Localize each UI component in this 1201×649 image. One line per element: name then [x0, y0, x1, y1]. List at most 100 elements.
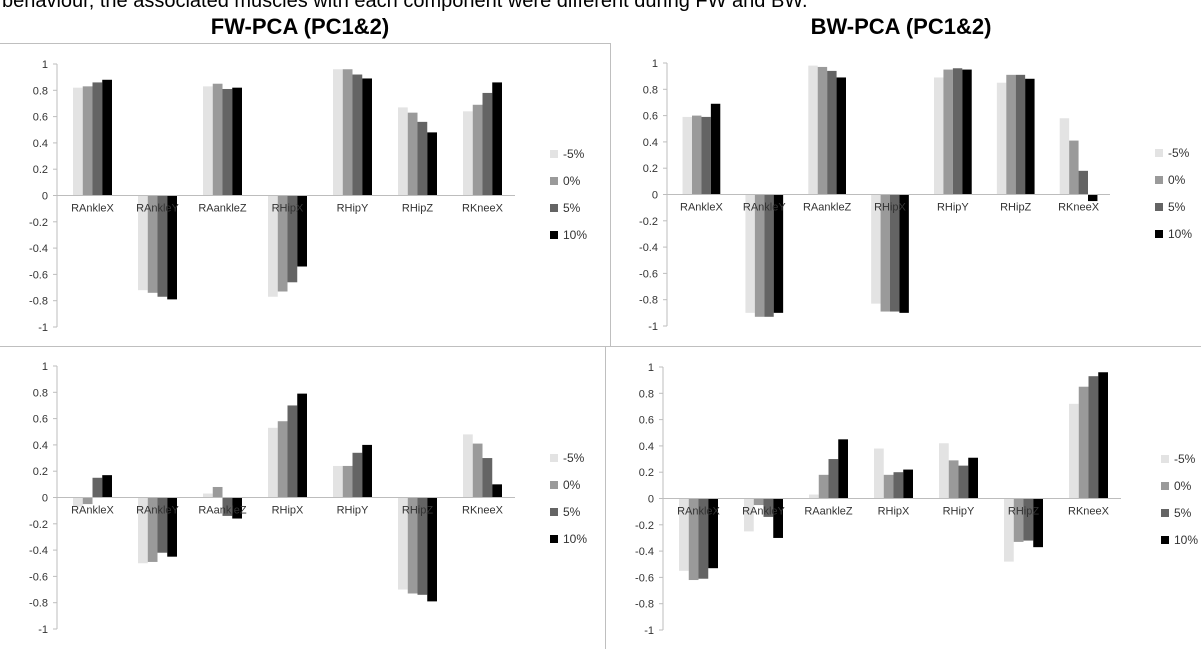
- bar: [899, 194, 909, 313]
- y-tick-label: 1: [652, 58, 658, 70]
- bar: [333, 465, 343, 498]
- bar: [287, 195, 298, 283]
- bar: [1033, 498, 1043, 548]
- legend-swatch: [550, 535, 558, 543]
- y-tick-label: 0.8: [33, 387, 48, 399]
- bar: [874, 448, 884, 499]
- legend-label: 5%: [1168, 200, 1186, 214]
- bar: [102, 79, 112, 196]
- bar: [147, 195, 158, 293]
- bar: [1078, 170, 1088, 195]
- bar: [73, 87, 83, 196]
- y-tick-label: 0.2: [33, 164, 48, 176]
- x-category-label: RAnkleX: [680, 202, 723, 214]
- y-tick-label: 1: [648, 362, 654, 374]
- legend-label: 5%: [563, 505, 581, 519]
- bar: [417, 497, 428, 595]
- bar: [952, 68, 963, 195]
- figure-caption: behaviour, the associated muscles with e…: [2, 0, 808, 11]
- legend-label: 5%: [563, 201, 581, 215]
- legend-swatch: [1155, 176, 1163, 184]
- y-tick-label: -0.2: [635, 520, 654, 532]
- bar: [232, 497, 242, 519]
- bar: [203, 493, 213, 498]
- x-category-label: RAnkleY: [742, 506, 785, 518]
- bar: [417, 121, 428, 196]
- bar: [222, 497, 233, 516]
- bar: [809, 494, 819, 499]
- y-tick-label: 0: [42, 493, 48, 505]
- legend-swatch: [550, 204, 558, 212]
- y-tick-label: 0.2: [643, 163, 658, 175]
- legend-swatch: [1161, 455, 1169, 463]
- bar: [203, 86, 213, 196]
- bar: [427, 132, 437, 196]
- legend-swatch: [550, 231, 558, 239]
- y-tick-label: 0.2: [639, 467, 654, 479]
- legend-label: 0%: [563, 174, 581, 188]
- bar: [1013, 498, 1024, 542]
- bar: [701, 116, 711, 195]
- bar: [773, 498, 783, 538]
- bar: [679, 498, 689, 571]
- x-category-label: RAnkleY: [136, 505, 179, 517]
- x-category-label: RKneeX: [1068, 506, 1110, 518]
- legend-label: -5%: [1168, 146, 1190, 160]
- bar: [472, 443, 483, 498]
- bar: [232, 87, 242, 196]
- bar: [893, 472, 904, 499]
- bar: [333, 69, 343, 196]
- y-tick-label: 1: [42, 59, 48, 71]
- legend-label: -5%: [563, 147, 585, 161]
- bar: [463, 434, 473, 498]
- bar: [157, 497, 168, 553]
- bar: [968, 457, 978, 499]
- bar: [82, 497, 93, 505]
- y-tick-label: 0.8: [33, 85, 48, 97]
- y-tick-label: -0.4: [635, 546, 654, 558]
- bar: [682, 116, 692, 195]
- bw-pc2-chart: 1 0.8 0.6 0.4 0.2 0 -0.2 -0.4 -0.6 -0.8 -1 RAnkleX R…: [605, 346, 1201, 649]
- x-category-label: RHipZ: [1000, 202, 1031, 214]
- legend-swatch: [1155, 149, 1163, 157]
- y-tick-label: 0.6: [33, 112, 48, 124]
- x-category-label: RAnkleY: [136, 203, 179, 215]
- x-category-label: RHipX: [272, 505, 304, 517]
- legend-label: 0%: [563, 478, 581, 492]
- y-tick-label: 0: [652, 190, 658, 202]
- legend-swatch: [1161, 482, 1169, 490]
- y-tick-label: -0.8: [29, 296, 48, 308]
- legend-label: 10%: [563, 228, 587, 242]
- bar: [352, 452, 363, 498]
- bar: [427, 497, 437, 602]
- bar: [482, 458, 493, 498]
- x-category-label: RAankleZ: [803, 202, 852, 214]
- bar: [167, 497, 177, 557]
- x-category-label: RKneeX: [462, 505, 504, 517]
- y-tick-label: 0.4: [33, 440, 48, 452]
- y-tick-label: -0.4: [29, 545, 48, 557]
- y-tick-label: -0.6: [29, 269, 48, 281]
- bar: [352, 74, 363, 196]
- bar: [297, 195, 307, 267]
- y-tick-label: 0.4: [33, 138, 48, 150]
- x-category-label: RHipY: [937, 202, 969, 214]
- bar: [92, 477, 103, 498]
- y-tick-label: -0.4: [639, 242, 658, 254]
- bar: [212, 486, 223, 498]
- bar: [268, 195, 278, 297]
- legend-label: 0%: [1168, 173, 1186, 187]
- bar: [818, 474, 829, 499]
- x-category-label: RAnkleX: [677, 506, 720, 518]
- legend-swatch: [550, 177, 558, 185]
- bar: [492, 484, 502, 498]
- bar: [1069, 403, 1079, 499]
- bar: [828, 459, 839, 499]
- bar: [744, 498, 754, 532]
- bar: [710, 103, 721, 195]
- y-tick-label: -0.8: [29, 598, 48, 610]
- bar: [362, 78, 372, 196]
- x-category-label: RAankleZ: [804, 506, 853, 518]
- bw-pc1-chart: 1 0.8 0.6 0.4 0.2 0 -0.2 -0.4 -0.6 -0.8 -1 RAnkleX R…: [639, 58, 1192, 333]
- x-category-label: RKneeX: [1058, 202, 1100, 214]
